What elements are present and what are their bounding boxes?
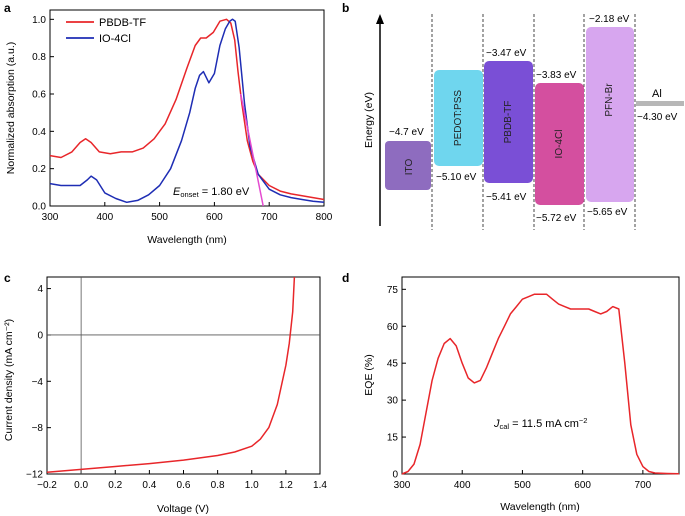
pd-ytick-label: 30 [387, 396, 399, 407]
layer-ito-name: ITO [404, 159, 415, 176]
panel-c-chart: −0.2 0.0 0.2 0.4 0.6 0.8 1.0 1.2 1.4 −12 −8 −4 0 4 Vo… [3, 276, 327, 515]
pc-xtick-label: 0.8 [211, 480, 225, 491]
pc-xtick-label: 0.2 [108, 480, 122, 491]
layer-pedot-name: PEDOT:PSS [453, 90, 464, 146]
layer-io4cl [535, 83, 584, 205]
panel-a-xlabel: Wavelength (nm) [147, 234, 227, 246]
pa-series-io-4cl [49, 18, 325, 204]
pd-series-eqe [401, 293, 680, 475]
onset-annotation: Eonset = 1.80 eV [173, 186, 250, 199]
pc-ytick-label: 4 [37, 284, 43, 295]
pa-series-onset-fit [239, 93, 264, 207]
pa-xtick-label: 700 [261, 212, 278, 223]
io4cl-top-label: −3.83 eV [536, 70, 577, 81]
pa-xtick-label: 600 [206, 212, 223, 223]
energy-axis-label: Energy (eV) [363, 92, 375, 148]
pc-xtick-label: 1.2 [279, 480, 293, 491]
panel-a-chart: 300 400 500 600 700 800 0.0 0.2 0.4 0.6 0.8 1.0 Wav… [5, 9, 333, 246]
legend-label-pbdb: PBDB-TF [99, 17, 146, 29]
panel-label-d: d [342, 271, 349, 285]
pc-series-j-v [46, 276, 296, 474]
pa-ytick-label: 1.0 [32, 15, 46, 26]
pa-xtick-label: 300 [42, 212, 59, 223]
legend-label-io4cl: IO-4Cl [99, 33, 131, 45]
pa-ytick-label: 0.4 [32, 127, 46, 138]
panel-d-frame [401, 276, 680, 475]
panel-d-ylabel: EQE (%) [363, 354, 375, 395]
pc-xtick-label: 1.0 [245, 480, 259, 491]
pd-xtick-label: 300 [394, 480, 411, 491]
layer-pbdb-name: PBDB-TF [503, 101, 514, 144]
pa-ytick-label: 0.8 [32, 52, 46, 63]
pc-xtick-label: −0.2 [37, 480, 57, 491]
pa-xtick-label: 800 [316, 212, 333, 223]
io4cl-bottom-label: −5.72 eV [536, 213, 577, 224]
electrode-al-level: −4.30 eV [637, 112, 678, 123]
pa-series-pbdb-tf [49, 18, 325, 201]
panel-label-c: c [4, 271, 11, 285]
pc-xtick-label: 0.0 [74, 480, 88, 491]
pfnbr-top-label: −2.18 eV [589, 14, 630, 25]
panel-d-chart: 300 400 500 600 700 0 15 30 45 60 75 Wavelength (n… [363, 276, 680, 513]
pc-ytick-label: −4 [32, 377, 44, 388]
panel-a-ylabel: Normalized absorption (a.u.) [5, 42, 17, 174]
pfnbr-bottom-label: −5.65 eV [587, 207, 628, 218]
pa-ytick-label: 0.6 [32, 90, 46, 101]
pa-ytick-label: 0.0 [32, 202, 46, 213]
pd-ytick-label: 60 [387, 322, 399, 333]
ito-level-label: −4.7 eV [389, 127, 424, 138]
layer-io4cl-name: IO-4Cl [554, 130, 565, 159]
electrode-al-name: Al [652, 88, 662, 100]
pc-ytick-label: 0 [37, 330, 43, 341]
pd-xtick-label: 400 [454, 480, 471, 491]
jcal-annotation: Jcal = 11.5 mA cm−2 [493, 416, 587, 431]
panel-c-xlabel: Voltage (V) [157, 503, 209, 515]
layer-pfnbr [586, 27, 634, 202]
pc-ytick-label: −12 [26, 470, 43, 481]
layer-pedot [434, 70, 483, 166]
electrode-al [636, 101, 684, 106]
panel-a-frame [49, 9, 325, 207]
panel-c-ylabel: Current density (mA cm⁻²) [3, 319, 15, 441]
pd-xtick-label: 600 [574, 480, 591, 491]
pc-xtick-label: 0.4 [142, 480, 156, 491]
pd-ytick-label: 45 [387, 359, 399, 370]
pbdb-bottom-label: −5.41 eV [486, 192, 527, 203]
pd-ytick-label: 15 [387, 433, 399, 444]
pbdb-top-label: −3.47 eV [486, 48, 527, 59]
layer-pfnbr-name: PFN-Br [604, 83, 615, 117]
energy-axis-arrow [376, 14, 384, 24]
pd-ytick-label: 0 [392, 470, 398, 481]
pd-xtick-label: 500 [514, 480, 531, 491]
panel-d-xlabel: Wavelength (nm) [500, 501, 580, 513]
layer-ito [385, 141, 431, 190]
pc-xtick-label: 0.6 [177, 480, 191, 491]
pd-ytick-label: 75 [387, 285, 399, 296]
pa-ytick-label: 0.2 [32, 164, 46, 175]
layer-pbdb [484, 61, 533, 183]
panel-b-diagram: Energy (eV) ITO −4.7 eV PEDOT:PSS −5.10 … [363, 14, 684, 230]
pd-xtick-label: 700 [635, 480, 652, 491]
panel-c-frame [46, 276, 321, 475]
pedot-level-label: −5.10 eV [436, 172, 477, 183]
panel-label-a: a [4, 1, 11, 15]
pc-ytick-label: −8 [32, 423, 44, 434]
pc-xtick-label: 1.4 [313, 480, 327, 491]
pa-xtick-label: 500 [151, 212, 168, 223]
panel-label-b: b [342, 1, 349, 15]
pa-xtick-label: 400 [96, 212, 113, 223]
